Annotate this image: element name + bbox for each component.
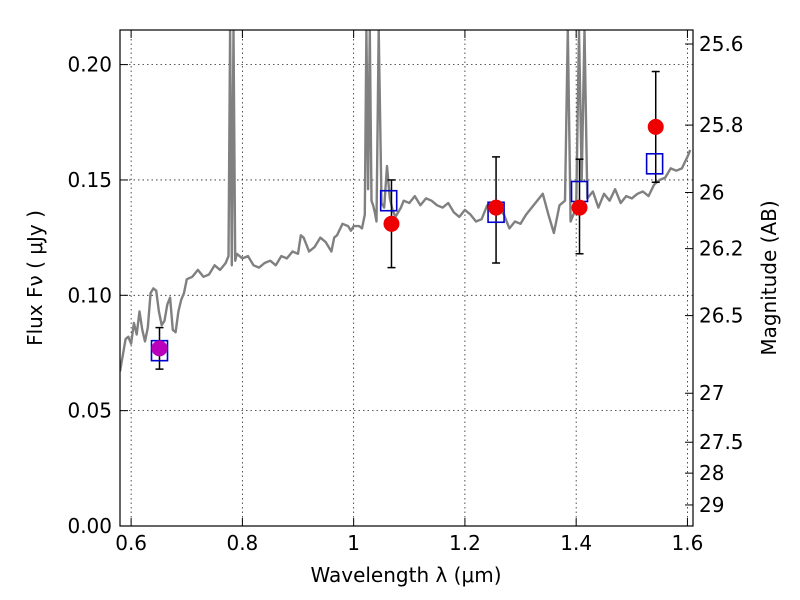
right-tick-label: 27.5 (699, 430, 744, 454)
right-tick-label: 26.2 (699, 237, 744, 261)
spectrum-line (120, 30, 692, 372)
x-tick-label: 1 (347, 531, 360, 555)
y-tick-label: 0.10 (67, 283, 112, 307)
model-square (645, 153, 664, 175)
x-tick-label: 1.2 (449, 531, 481, 555)
axes: 0.6 0.8 1 1.2 1.4 1.6 0.00 0.05 0.10 0.15 0.20 25.6… (67, 30, 744, 555)
plot-background (120, 30, 693, 526)
right-tick-label: 27 (699, 381, 724, 405)
x-tick-label: 1.6 (672, 531, 704, 555)
right-tick-label: 26.5 (699, 304, 744, 328)
y-axis-title: Flux Fν ( μJy ) (23, 210, 47, 346)
x-tick-label: 0.8 (226, 531, 258, 555)
right-tick-label: 28 (699, 461, 724, 485)
x-tick-label: 1.4 (560, 531, 592, 555)
observed-point (383, 215, 400, 232)
right-tick-label: 25.8 (699, 113, 744, 137)
right-tick-label: 26 (699, 181, 724, 205)
observed-point (151, 340, 168, 357)
observed-point (571, 199, 588, 216)
x-tick-label: 0.6 (115, 531, 147, 555)
right-tick-label: 29 (699, 493, 724, 517)
y-tick-label: 0.00 (67, 514, 112, 538)
y-tick-label: 0.20 (67, 53, 112, 77)
right-axis-title: Magnitude (AB) (757, 200, 781, 355)
observed-point (647, 118, 664, 135)
y-tick-label: 0.05 (67, 399, 112, 423)
observed-point (488, 199, 505, 216)
plot-area (120, 30, 692, 372)
plot-frame (119, 29, 694, 527)
markers (150, 70, 664, 370)
x-axis-title: Wavelength λ (μm) (310, 563, 501, 587)
y-tick-label: 0.15 (67, 168, 112, 192)
right-tick-label: 25.6 (699, 32, 744, 56)
model-square (379, 189, 398, 212)
